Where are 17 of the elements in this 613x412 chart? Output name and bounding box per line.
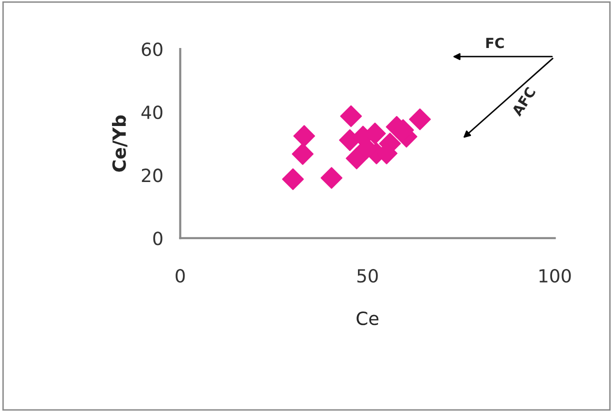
y-tick-label: 40	[141, 106, 162, 120]
x-tick-label: 100	[540, 269, 571, 283]
point	[346, 148, 368, 170]
point	[320, 167, 342, 189]
y-axis-title: Ce/Yb	[112, 115, 128, 172]
point	[282, 168, 304, 190]
y-tick-label: 20	[142, 168, 162, 182]
point	[409, 108, 431, 130]
y-tick-label: 0	[153, 232, 162, 246]
point	[340, 105, 362, 128]
x-tick-label: 0	[176, 269, 185, 283]
x-axis-title: Ce	[356, 311, 378, 326]
x-tick-label: 50	[357, 269, 378, 283]
point	[292, 143, 314, 165]
y-tick-label: 60	[142, 42, 162, 56]
point	[293, 125, 316, 147]
text: FC	[486, 38, 504, 48]
